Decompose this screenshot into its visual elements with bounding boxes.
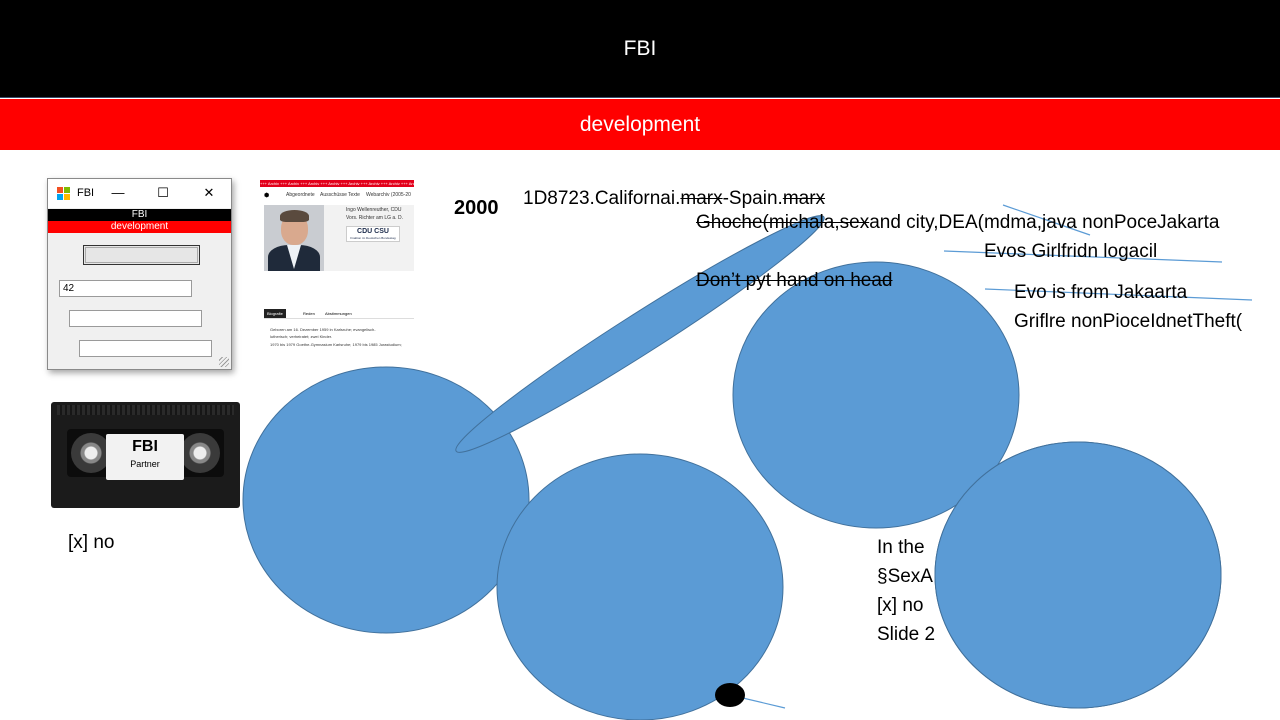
number-field[interactable]: 42 xyxy=(59,280,192,297)
archive-ticker: +++ Archiv +++ Archiv +++ Archiv +++ Arc… xyxy=(260,180,414,187)
text-line-1: 1D8723.Californai.marx-Spain.marx xyxy=(523,188,826,209)
text-field-3[interactable] xyxy=(79,340,212,357)
reel-icon xyxy=(180,433,220,473)
eagle-icon: ⬢ xyxy=(264,193,270,199)
bottom-text-3: [x] no xyxy=(877,595,924,616)
window-banner-development: development xyxy=(48,221,231,233)
circle-shape xyxy=(242,366,530,634)
text-line-4: Don’t pyt hand on head xyxy=(696,270,893,291)
vhs-cassette: FBI Partner xyxy=(51,402,240,508)
circle-shape xyxy=(934,441,1222,709)
text-line-3: Evos Girlfridn logacil xyxy=(984,241,1158,262)
close-icon[interactable]: ✕ xyxy=(203,185,215,200)
nav-item: Ausschüsse xyxy=(320,192,347,198)
slide-title: FBI xyxy=(623,36,657,60)
tab-reden[interactable]: Reden xyxy=(303,311,315,316)
bio-text: Geboren am 16. Dezember 1959 in Karlsruh… xyxy=(270,327,376,332)
year-label: 2000 xyxy=(454,197,499,219)
slide-subtitle: development xyxy=(579,112,701,136)
subtitle-bar: development xyxy=(0,99,1280,150)
portrait-photo xyxy=(264,205,324,271)
party-logo: CDU CSU Fraktion im Deutschen Bundestag xyxy=(346,226,400,242)
title-bar: FBI xyxy=(0,0,1280,98)
nav-item: Texte xyxy=(348,192,360,198)
line-shape xyxy=(984,288,1253,301)
minimize-icon[interactable]: — xyxy=(111,185,125,200)
line-shape xyxy=(943,250,1223,263)
cassette-label: FBI Partner xyxy=(106,434,184,480)
window-button[interactable] xyxy=(83,245,200,265)
nav-item: Webarchiv (2005-20 xyxy=(366,192,411,198)
app-window: FBI — ☐ ✕ FBI development 42 xyxy=(47,178,232,370)
long-ellipse-shape xyxy=(455,215,825,453)
bottom-text-4: Slide 2 xyxy=(877,624,936,645)
circle-shape xyxy=(496,453,784,720)
profile-role: Vors. Richter am LG a. D. xyxy=(346,215,403,221)
webpage-screenshot: +++ Archiv +++ Archiv +++ Archiv +++ Arc… xyxy=(260,180,414,350)
line-shape xyxy=(1002,204,1091,236)
resize-grip-icon[interactable] xyxy=(219,357,229,367)
profile-tabs: Biografie Reden Abstimmungen xyxy=(264,309,414,319)
text-field-2[interactable] xyxy=(69,310,202,327)
reel-icon xyxy=(71,433,111,473)
tab-biografie[interactable]: Biografie xyxy=(264,309,286,318)
text-line-5: Evo is from Jakaarta xyxy=(1014,282,1188,303)
bottom-text-1: In the xyxy=(877,537,925,558)
bottom-text-2: §SexA xyxy=(877,566,933,587)
windows-app-icon xyxy=(57,187,71,200)
window-title: FBI xyxy=(77,187,95,199)
small-dot-shape xyxy=(715,683,745,707)
maximize-icon[interactable]: ☐ xyxy=(157,185,169,200)
text-line-2: Ghoche(michala,sexand city,DEA(mdma,java… xyxy=(696,212,1220,233)
text-line-6: Griflre nonPioceIdnetTheft( xyxy=(1014,311,1243,332)
bio-text: 1970 bis 1979 Goethe-Gymnasium Karlsruhe… xyxy=(270,342,402,347)
bio-text: lutherisch; verheiratet; zwei Kinder. xyxy=(270,334,333,339)
checkbox-text-left: [x] no xyxy=(68,532,115,553)
nav-item: Abgeordnete xyxy=(286,192,315,198)
window-banner-fbi: FBI xyxy=(48,209,231,221)
window-titlebar[interactable]: FBI — ☐ ✕ xyxy=(48,179,231,208)
profile-name: Ingo Wellenreuther, CDU xyxy=(346,207,402,213)
tab-abstimmungen[interactable]: Abstimmungen xyxy=(325,311,352,316)
